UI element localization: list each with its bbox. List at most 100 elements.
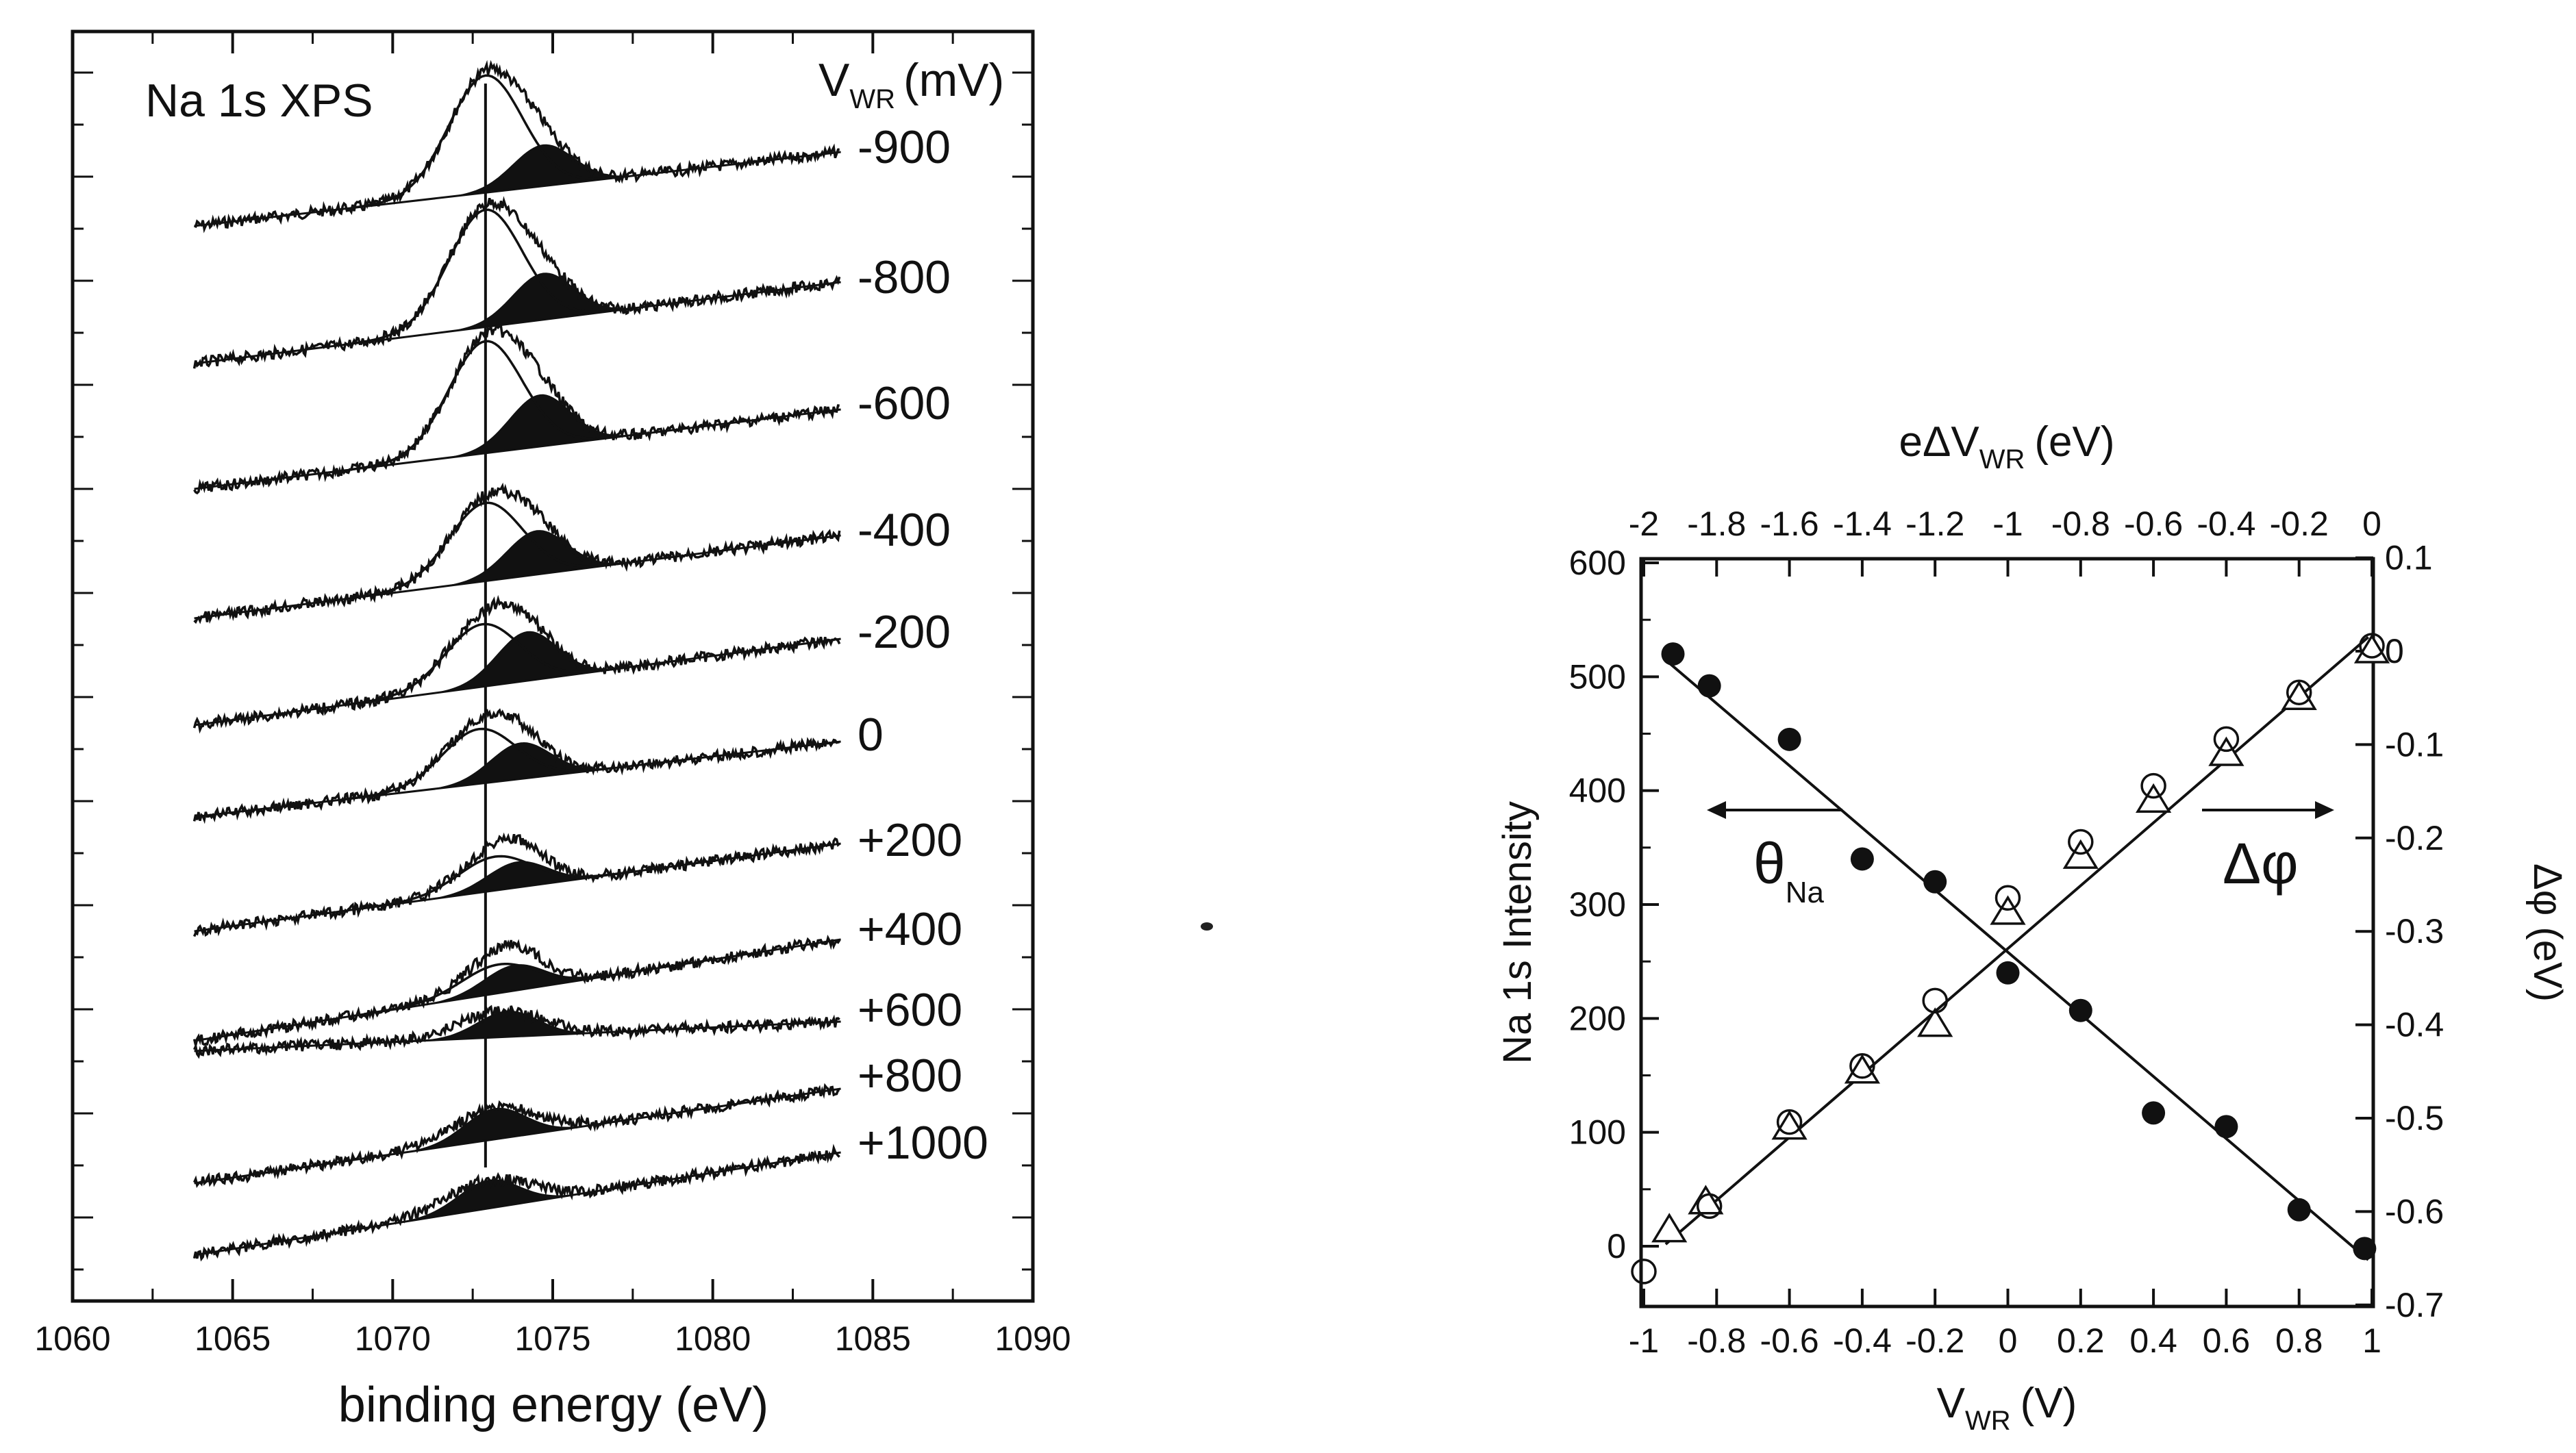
intensity-fit-line [1668,661,2369,1261]
dphi-circle-point [2213,726,2240,753]
intensity-point [1777,727,1801,751]
intensity-point [2214,1115,2238,1139]
dphi-annotation: Δφ [2223,831,2299,896]
intensity-x-tick-label: 0.8 [2275,1322,2323,1360]
xps-x-tick-label: 1070 [355,1319,431,1358]
xps-voltage-label: +1000 [858,1117,988,1169]
xps-measured-spectrum [192,832,840,937]
xps-shifted-component [415,861,621,902]
intensity-x-tick-label: 0.6 [2203,1322,2251,1360]
xps-voltage-label: -800 [858,251,951,303]
intensity-y2-tick-label: -0.4 [2385,1006,2444,1044]
xps-measured-spectrum [193,1005,840,1059]
intensity-y-tick-label: 500 [1569,657,1626,696]
xps-voltage-label: +400 [858,903,962,955]
data-points [1631,633,2390,1285]
intensity-x-tick-label: -0.6 [1760,1322,1819,1360]
dphi-circle-point [2068,829,2094,855]
xps-spectrum [192,1144,841,1262]
intensity-x2-tick-label: -1.6 [1760,505,1819,543]
xps-voltage-labels: -900 -800 -600 -400 -200 0 +200 +400 +600 +800 +10… [858,121,988,1169]
intensity-y-axis-label: Na 1s Intensity [1495,801,1540,1064]
intensity-x2-tick-label: -0.2 [2270,505,2329,543]
dphi-circle-point [2140,772,2166,799]
xps-x-axis-label: binding energy (eV) [338,1378,768,1432]
xps-x-tick-label: 1085 [835,1319,911,1358]
intensity-x-tick-label: 0.2 [2057,1322,2105,1360]
xps-spectrum [192,594,841,734]
theta-arrow-head [1707,801,1726,819]
intensity-x-tick-label: -0.8 [1687,1322,1746,1360]
xps-measured-spectrum [193,323,840,495]
xps-measured-spectrum [192,1144,840,1262]
dphi-triangle-point [1917,1007,1953,1037]
xps-x-tick-label: 1090 [995,1319,1071,1358]
xps-legend-title: VWR (mV) [818,54,1004,114]
intensity-point [2287,1198,2311,1222]
intensity-x-tick-label: -1 [1629,1322,1659,1360]
xps-shifted-component [418,742,623,791]
intensity-y2-tick-label: -0.5 [2385,1099,2444,1137]
intensity-y-tick-label: 0 [1607,1227,1626,1265]
dphi-circle-point [1696,1193,1723,1220]
intensity-x2-tick-label: -1.2 [1905,505,1964,543]
intensity-y2-tick-label: -0.2 [2385,819,2444,857]
intensity-y2-tick-label: -0.6 [2385,1192,2444,1230]
xps-shifted-component [392,1107,598,1154]
dphi-circle-point [2359,633,2385,659]
intensity-y2-axis-label: Δφ (eV) [2525,863,2570,1002]
intensity-y2-tick-label: 0 [2385,632,2404,670]
xps-x-tick-label: 1075 [514,1319,590,1358]
dphi-circle-point [1849,1053,1875,1079]
dphi-circle-point [1922,987,1948,1014]
xps-shifted-component [437,394,642,459]
theta-annotation: θNa [1753,831,1824,909]
intensity-tick-labels: -1 -0.8 -0.6 -0.4 -0.2 0 0.2 0.4 0.6 0.8 1 -2 -1.8 -1… [1569,505,2444,1360]
intensity-point [2353,1237,2377,1261]
intensity-x2-tick-label: 0 [2362,505,2381,543]
intensity-point [2142,1101,2166,1125]
fit-lines [1664,636,2369,1261]
intensity-tick-marks [1641,556,2373,1306]
xps-measured-spectrum [193,482,841,624]
dphi-arrow-head [2315,801,2334,819]
intensity-y2-tick-label: -0.3 [2385,912,2444,950]
xps-shifted-component [440,273,646,333]
xps-title: Na 1s XPS [145,75,373,127]
xps-x-tick-label: 1060 [34,1319,110,1358]
intensity-point [1697,674,1721,698]
intensity-y2-tick-label: -0.1 [2385,725,2444,763]
xps-voltage-label: 0 [858,709,884,761]
xps-spectrum [193,482,841,624]
xps-voltage-label: +800 [858,1050,962,1102]
intensity-x2-tick-label: -0.8 [2051,505,2110,543]
xps-x-tick-label: 1065 [195,1319,271,1358]
dphi-circle-point [2286,679,2312,705]
intensity-x-tick-label: -0.2 [1905,1322,1964,1360]
xps-spectra [192,60,841,1262]
xps-voltage-label: +200 [858,814,962,866]
intensity-x2-tick-label: -0.4 [2197,505,2255,543]
intensity-x2-tick-label: -0.6 [2124,505,2183,543]
intensity-x-tick-label: 0.4 [2129,1322,2177,1360]
dphi-triangle-point [1651,1213,1688,1243]
intensity-point [1661,642,1685,666]
intensity-y-tick-label: 600 [1569,544,1626,582]
xps-background-line [194,151,841,227]
xps-shifted-component [440,144,646,198]
intensity-x-tick-label: 0 [1999,1322,2018,1360]
intensity-plot-frame [1639,557,2375,1309]
xps-spectrum [192,196,841,369]
intensity-point [1850,847,1874,871]
scan-speck [1201,922,1213,931]
xps-spectrum [192,934,841,1046]
xps-spectrum [193,323,841,495]
intensity-y2-tick-label: 0.1 [2385,539,2433,577]
xps-voltage-label: -600 [858,377,951,429]
intensity-x-tick-label: -0.4 [1833,1322,1892,1360]
xps-panel: 1060 1065 1070 1075 1080 1085 1090 Na 1s XPS V… [34,29,1071,1432]
xps-shifted-component [425,631,630,695]
xps-shifted-component [386,1179,592,1225]
xps-spectrum [193,1005,841,1059]
